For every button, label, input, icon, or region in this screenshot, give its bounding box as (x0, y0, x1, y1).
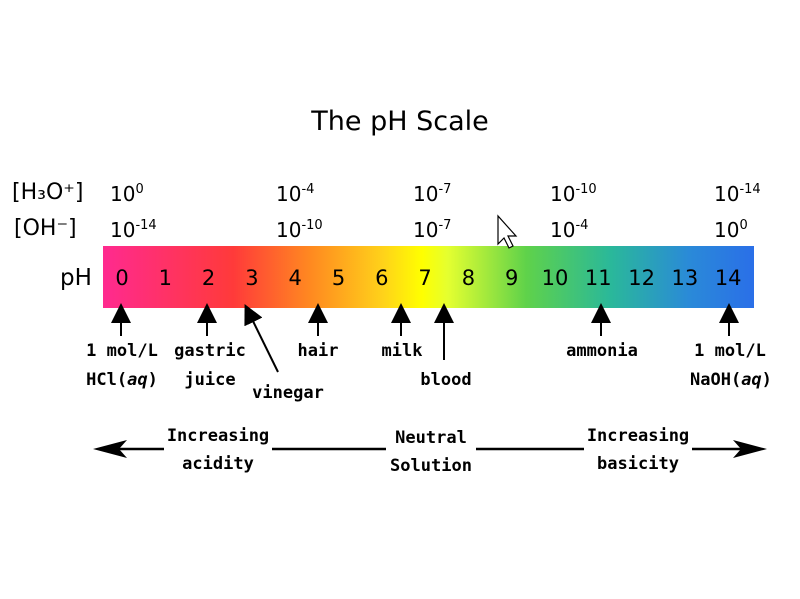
right-arrow-head (733, 440, 767, 458)
h3o-row-label: [H₃O⁺] (12, 180, 84, 205)
oh-value: 10-7 (413, 218, 452, 242)
mouse-cursor-icon (497, 214, 518, 249)
ph-number: 0 (115, 266, 129, 290)
ph-number: 7 (418, 266, 432, 290)
oh-value: 100 (714, 218, 748, 242)
left-arrow-head (93, 440, 127, 458)
ph-number: 1 (158, 266, 172, 290)
oh-value: 10-14 (110, 218, 157, 242)
ph-number: 13 (671, 266, 699, 290)
ph-number: 8 (461, 266, 476, 290)
label-ammonia: ammonia (566, 341, 638, 361)
ph-number: 6 (375, 266, 389, 290)
ph-number: 2 (201, 266, 216, 290)
label-milk: milk (381, 341, 423, 361)
oh-row-label: [OH⁻] (14, 216, 77, 241)
page-title: The pH Scale (311, 106, 489, 137)
ph-number: 3 (245, 266, 259, 290)
ph-color-bar (103, 246, 754, 308)
ph-number: 11 (584, 266, 612, 290)
label-gastric-juice: gastric juice (174, 341, 246, 390)
h3o-value: 100 (110, 182, 144, 206)
label-naoh: 1 mol/L NaOH(aq) (690, 341, 772, 390)
h3o-value: 10-10 (550, 182, 597, 206)
label-neutral-solution: Neutral Solution (386, 424, 476, 480)
ph-number: 12 (628, 266, 655, 290)
oh-value: 10-10 (276, 218, 323, 242)
ph-number: 9 (505, 266, 519, 290)
ph-number: 5 (331, 266, 346, 290)
label-hair: hair (297, 341, 339, 361)
ph-row-label: pH (60, 265, 92, 291)
ph-number: 10 (541, 266, 569, 290)
label-blood: blood (420, 370, 472, 390)
ph-number: 4 (288, 266, 302, 290)
label-vinegar: vinegar (252, 383, 324, 403)
oh-value: 10-4 (550, 218, 589, 242)
label-hcl: 1 mol/L HCl(aq) (86, 341, 158, 390)
arrow-vinegar (244, 304, 279, 373)
h3o-value: 10-14 (714, 182, 761, 206)
ph-number: 14 (714, 266, 742, 290)
h3o-value: 10-7 (413, 182, 452, 206)
label-increasing-acidity: Increasing acidity (164, 422, 272, 478)
label-increasing-basicity: Increasing basicity (584, 422, 692, 478)
h3o-value: 10-4 (276, 182, 315, 206)
